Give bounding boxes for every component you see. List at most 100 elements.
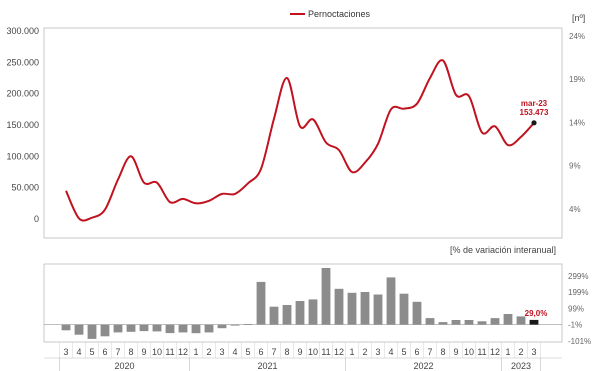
month-tick-label: 9 xyxy=(141,347,146,357)
bar xyxy=(256,281,266,325)
y2-unit-label: [nº] xyxy=(572,13,585,23)
highlight-bar-label: 29,0% xyxy=(525,309,548,318)
year-tick-label: 2021 xyxy=(257,361,277,371)
month-tick-label: 4 xyxy=(232,347,237,357)
month-tick-label: 6 xyxy=(258,347,263,357)
y-tick-label: 100.000 xyxy=(6,151,39,161)
bar xyxy=(516,316,526,325)
bar xyxy=(230,324,240,326)
line-plot-frame xyxy=(43,27,563,239)
month-tick-label: 8 xyxy=(440,347,445,357)
bar-y2-axis: 299% 199% 99% -1% -101% xyxy=(568,272,591,346)
y-tick-label: 150.000 xyxy=(6,120,39,130)
bar xyxy=(217,324,227,329)
month-tick-label: 8 xyxy=(128,347,133,357)
month-tick-label: 4 xyxy=(388,347,393,357)
bar-series xyxy=(44,268,562,339)
bar xyxy=(87,324,97,339)
month-tick-label: 11 xyxy=(477,347,486,357)
annotation-value: 153.473 xyxy=(520,108,549,117)
bar-y2-tick-label: 199% xyxy=(568,288,588,297)
line-y2-axis: 24% 19% 14% 9% 4% xyxy=(569,32,585,214)
month-tick-label: 9 xyxy=(453,347,458,357)
bar-unit-label: [% de variación interanual] xyxy=(450,245,556,255)
bar xyxy=(399,293,409,325)
legend-label: Pernoctaciones xyxy=(308,9,371,19)
month-tick-label: 6 xyxy=(102,347,107,357)
y2-tick-label: 9% xyxy=(569,162,581,171)
bar-plot-frame xyxy=(43,263,563,343)
y-tick-label: 250.000 xyxy=(6,57,39,67)
bar xyxy=(152,324,162,332)
bar-y2-tick-label: -1% xyxy=(568,321,582,330)
month-tick-label: 7 xyxy=(115,347,120,357)
bar xyxy=(360,292,370,325)
y-tick-label: 300.000 xyxy=(6,26,39,36)
month-tick-label: 10 xyxy=(308,347,318,357)
y2-tick-label: 19% xyxy=(569,75,585,84)
month-tick-label: 11 xyxy=(321,347,330,357)
bar xyxy=(100,324,110,337)
month-tick-label: 8 xyxy=(284,347,289,357)
bar-y2-tick-label: 299% xyxy=(568,272,588,281)
month-tick-label: 1 xyxy=(349,347,354,357)
bar-y2-tick-label: -101% xyxy=(568,337,591,346)
bar xyxy=(178,324,188,333)
bar xyxy=(334,288,344,325)
bar xyxy=(282,305,292,325)
month-tick-label: 9 xyxy=(297,347,302,357)
month-tick-label: 1 xyxy=(505,347,510,357)
bar xyxy=(347,292,357,325)
month-tick-label: 10 xyxy=(464,347,474,357)
bar xyxy=(126,324,136,332)
bar-y2-tick-label: 99% xyxy=(568,304,584,313)
bar xyxy=(321,268,331,325)
bar xyxy=(529,319,539,325)
bar xyxy=(464,320,474,325)
bar xyxy=(412,301,422,325)
month-tick-label: 4 xyxy=(76,347,81,357)
month-tick-label: 12 xyxy=(334,347,344,357)
bar xyxy=(490,318,500,325)
month-tick-label: 11 xyxy=(165,347,174,357)
month-tick-label: 12 xyxy=(178,347,188,357)
month-tick-label: 12 xyxy=(490,347,500,357)
bar xyxy=(386,277,396,325)
month-tick-label: 5 xyxy=(89,347,94,357)
bar xyxy=(438,322,448,325)
y-tick-label: 0 xyxy=(34,214,39,224)
y2-tick-label: 14% xyxy=(569,118,585,127)
bar xyxy=(113,324,123,333)
y2-tick-label: 4% xyxy=(569,205,581,214)
month-tick-label: 6 xyxy=(414,347,419,357)
bar xyxy=(243,324,253,325)
month-tick-label: 7 xyxy=(271,347,276,357)
month-tick-label: 2 xyxy=(518,347,523,357)
month-tick-label: 2 xyxy=(206,347,211,357)
month-tick-label: 3 xyxy=(375,347,380,357)
year-tick-label: 2022 xyxy=(413,361,433,371)
y2-tick-label: 24% xyxy=(569,32,585,41)
bar xyxy=(425,318,435,325)
bar xyxy=(308,299,318,325)
annotation-label: mar-23 xyxy=(521,99,548,108)
y-tick-label: 50.000 xyxy=(11,183,39,193)
bar xyxy=(269,306,279,325)
bar xyxy=(139,324,149,332)
year-tick-label: 2020 xyxy=(114,361,134,371)
bar xyxy=(503,314,513,325)
bar xyxy=(61,324,71,331)
month-tick-label: 3 xyxy=(219,347,224,357)
bar-x-axis: 3 4 5 6 7 8 9 10 11 12 1 2 3 4 5 6 7 8 9 10 11 12 1 2 3 4 5 6 7 8 9 10 1… xyxy=(44,342,562,371)
last-data-point xyxy=(531,120,537,126)
bar xyxy=(204,324,214,333)
bar xyxy=(373,294,383,325)
bar xyxy=(477,321,487,325)
bar xyxy=(451,320,461,325)
year-tick-label: 2023 xyxy=(511,361,531,371)
month-tick-label: 5 xyxy=(245,347,250,357)
bar xyxy=(165,324,175,334)
month-tick-label: 7 xyxy=(427,347,432,357)
bar xyxy=(295,301,305,325)
